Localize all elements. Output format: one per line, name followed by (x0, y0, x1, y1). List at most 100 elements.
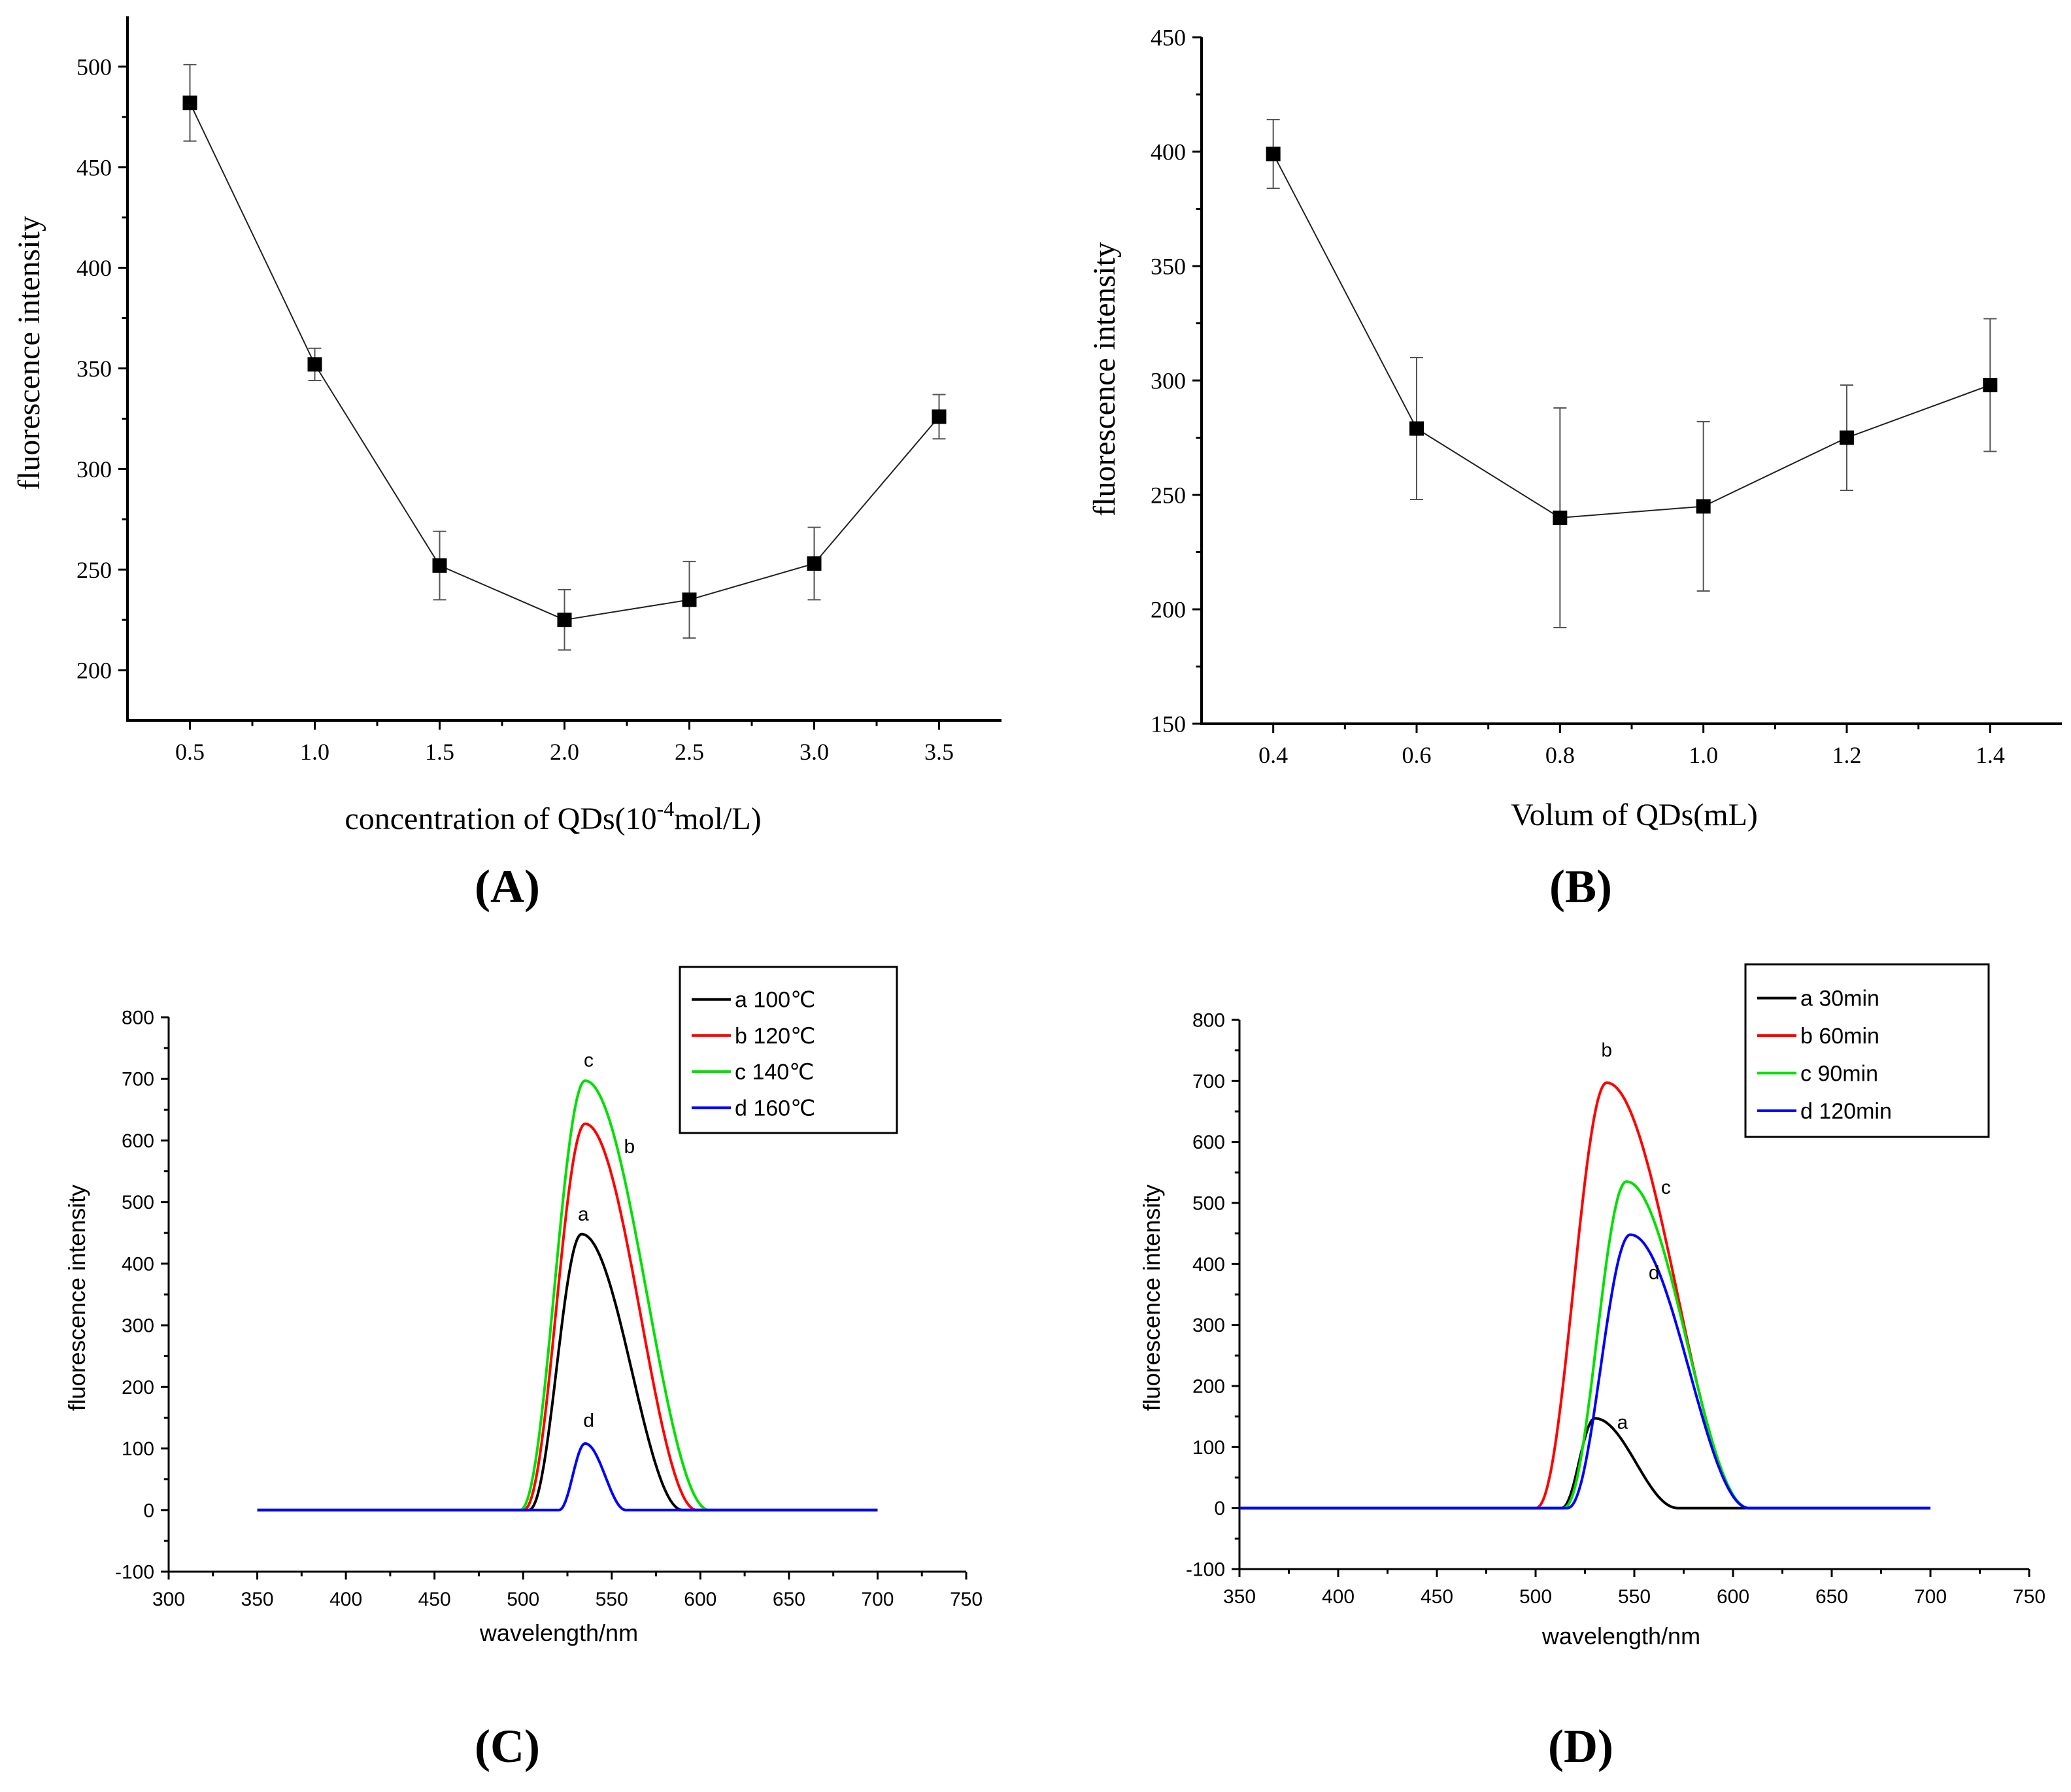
panel-d-annotation-b: b (1601, 1040, 1612, 1061)
panel-b-xtick-label: 1.4 (1976, 742, 2005, 768)
panel-a-xtick-label: 3.0 (800, 739, 829, 765)
panel-c-ylabel: fluorescence intensity (63, 1185, 90, 1411)
panel-d-xlabel: wavelength/nm (1541, 1623, 1700, 1649)
panel-d-curve-b (1239, 1081, 1930, 1510)
panel-d-annotation-a: a (1617, 1412, 1628, 1433)
panel-d: 350 400 450 500 550 600 650 700 750 -100 0 100 200 30… (1138, 963, 2046, 1772)
panel-a-ytick-label: 450 (76, 154, 112, 180)
panel-a-series-line (189, 102, 940, 621)
panel-a-ytick-label: 300 (76, 456, 112, 482)
panel-d-legend-label-a: a 30min (1800, 987, 1879, 1011)
panel-c-annotation-c: c (584, 1049, 594, 1071)
panel-c-ytick-label: 400 (122, 1253, 154, 1275)
panel-d-ytick-label: 400 (1192, 1254, 1225, 1276)
panel-b-series (1266, 119, 1998, 628)
panel-a-ytick-label: 200 (76, 658, 112, 684)
panel-d-xtick-label: 400 (1322, 1586, 1355, 1608)
panel-c-xtick-label: 350 (241, 1589, 274, 1610)
panel-d-ytick-label: 0 (1214, 1498, 1225, 1519)
panel-c-xtick-label: 500 (507, 1589, 539, 1610)
panel-c-xtick-label: 400 (329, 1589, 362, 1610)
panel-d-ytick-label: -100 (1186, 1559, 1225, 1581)
panel-d-xtick-label: 700 (1914, 1586, 1947, 1608)
panel-b-xlabel: Volum of QDs(mL) (1511, 798, 1758, 832)
panel-d-legend-label-c: c 90min (1800, 1061, 1878, 1086)
panel-c-xtick-label: 300 (152, 1589, 185, 1610)
panel-c-curve-d (257, 1442, 878, 1512)
panel-b-data-point (1696, 499, 1711, 514)
panel-b-data-point (1553, 511, 1568, 525)
panel-a-xtick-label: 1.0 (300, 739, 329, 765)
panel-b-ytick-label: 150 (1151, 711, 1186, 737)
panel-a-xtick-label: 0.5 (175, 739, 205, 765)
panel-b-xtick-label: 0.6 (1402, 742, 1432, 768)
panel-a-data-point (932, 409, 947, 424)
panel-d-ytick-label: 100 (1192, 1437, 1225, 1459)
panel-b-xtick-label: 1.0 (1689, 742, 1718, 768)
panel-b-data-point (1983, 378, 1998, 392)
panel-c-ytick-label: 0 (143, 1500, 154, 1521)
panel-c-curve-c (257, 1079, 878, 1512)
panel-d-xtick-label: 650 (1815, 1586, 1848, 1608)
panel-d-series (1239, 1081, 1930, 1510)
panel-b-ytick-label: 400 (1151, 139, 1186, 165)
panel-b-series-line (1272, 154, 1991, 519)
panel-c-annotation-d: d (583, 1410, 594, 1432)
panel-a-xtick-label: 3.5 (924, 739, 954, 765)
panel-a-data-point (682, 592, 697, 607)
panel-a-xtick-label: 1.5 (425, 739, 454, 765)
panel-c-ytick-label: 600 (122, 1130, 154, 1152)
panel-a-data-point (307, 357, 322, 372)
panel-c-legend-label-b: b 120℃ (735, 1024, 815, 1049)
panel-b-xtick-label: 0.8 (1545, 742, 1575, 768)
panel-a-xtick-label: 2.0 (550, 739, 579, 765)
panel-b-ytick-label: 450 (1151, 25, 1186, 51)
panel-a-xtick-label: 2.5 (675, 739, 704, 765)
panel-c-legend-box (679, 966, 898, 1134)
panel-c-ytick-label: 700 (122, 1069, 154, 1090)
panel-b-ytick-label: 350 (1151, 254, 1186, 280)
panel-a: 0.5 1.0 1.5 2.0 2.5 3.0 3.5 200 250 300 350 400 450 5… (12, 16, 1002, 913)
panel-a-ytick-label: 400 (76, 255, 112, 281)
panel-c-legend-entries: a 100℃ b 120℃ c 140℃ d 160℃ (692, 988, 815, 1121)
panel-c-legend-label-c: c 140℃ (735, 1060, 814, 1085)
panel-c-xtick-label: 550 (596, 1589, 628, 1610)
panel-a-data-point (432, 558, 447, 573)
panel-d-ytick-label: 800 (1192, 1010, 1225, 1032)
panel-c-legend-label-a: a 100℃ (735, 988, 815, 1013)
panel-a-xlabel-prefix: concentration of QDs(10 (345, 802, 656, 836)
panel-c-xtick-label: 450 (418, 1589, 451, 1610)
panel-d-xtick-label: 500 (1519, 1586, 1552, 1608)
panel-a-ytick-label: 500 (76, 54, 112, 80)
panel-c-curve-b (257, 1122, 878, 1512)
panel-c-series (257, 1079, 878, 1512)
panel-d-xtick-label: 550 (1618, 1586, 1651, 1608)
panel-d-xtick-label: 600 (1717, 1586, 1749, 1608)
panel-d-xtick-label: 750 (2013, 1586, 2046, 1608)
panel-d-ytick-label: 300 (1192, 1315, 1225, 1336)
panel-c-ytick-label: 800 (122, 1007, 154, 1029)
panel-a-ylabel: fluorescence intensity (12, 216, 46, 490)
panel-a-series (182, 63, 947, 651)
panel-c-xtick-label: 750 (950, 1589, 983, 1610)
panel-c-ytick-label: 500 (122, 1192, 154, 1213)
panel-a-ytick-label: 250 (76, 557, 112, 583)
panel-b-ylabel: fluorescence intensity (1087, 242, 1122, 516)
panel-d-ytick-label: 200 (1192, 1376, 1225, 1398)
panel-d-legend-label-d: d 120min (1800, 1099, 1892, 1124)
panel-b-label: (B) (1549, 860, 1612, 913)
panel-b-ytick-label: 250 (1151, 482, 1186, 509)
panel-b-xtick-label: 1.2 (1832, 742, 1862, 768)
panel-d-curve-d (1239, 1233, 1930, 1510)
panel-d-ytick-label: 500 (1192, 1193, 1225, 1215)
panel-c-ytick-label: 200 (122, 1377, 154, 1398)
panel-c-curve-a (257, 1232, 878, 1512)
panel-b: 0.4 0.6 0.8 1.0 1.2 1.4150200250300350400450 … (1087, 25, 2062, 913)
panel-a-xlabel: concentration of QDs(10-4mol/L) (345, 797, 761, 836)
panel-d-ticks: 350 400 450 500 550 600 650 700 750 -100 0 100 200 30… (1186, 1010, 2046, 1608)
panel-d-xtick-label: 350 (1223, 1586, 1256, 1608)
panel-a-data-point (182, 95, 197, 110)
panel-a-xlabel-suffix: mol/L) (674, 802, 761, 836)
panel-d-annotation-c: c (1661, 1177, 1671, 1198)
panel-d-legend: a 30min b 60min c 90min d 120min (1744, 963, 1990, 1138)
